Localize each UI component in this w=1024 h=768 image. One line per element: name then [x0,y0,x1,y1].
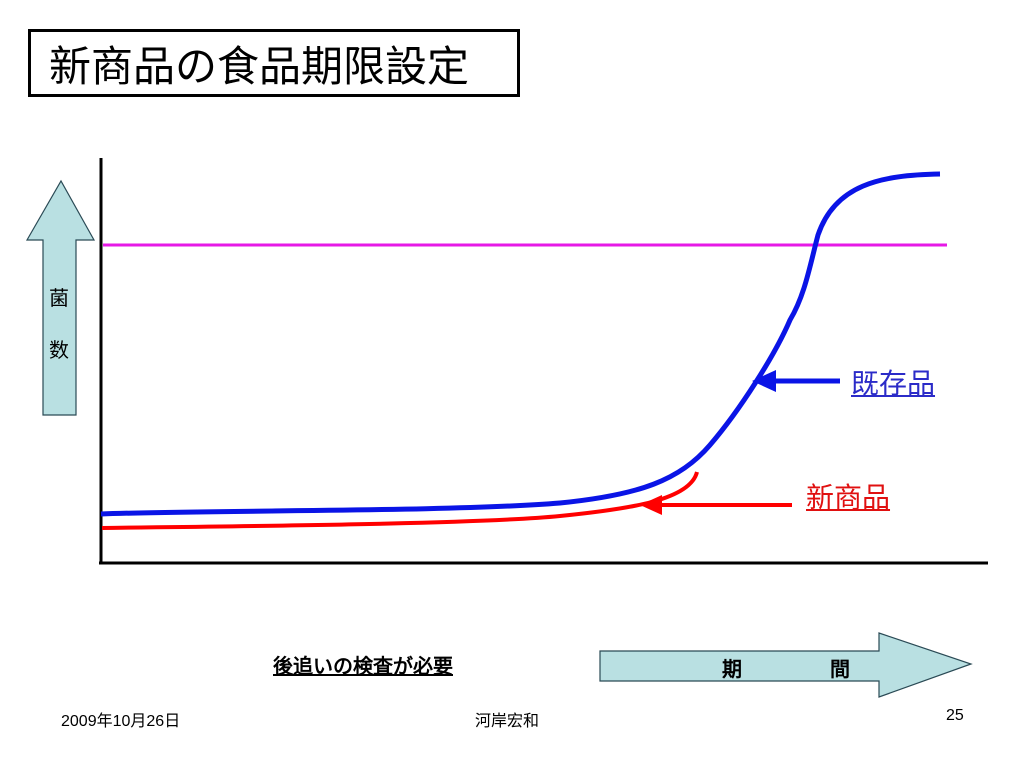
existing-pointer-arrow [752,370,840,392]
x-axis-label: 期 間 [722,657,884,681]
existing-product-label: 既存品 [851,367,936,400]
page-number: 25 [946,707,964,724]
slide-title: 新商品の食品期限設定 [28,29,520,97]
y-axis-label: 菌 数 [42,272,76,376]
footer-author: 河岸宏和 [475,713,540,730]
y-axis-arrow [25,179,96,416]
y-axis-label-char: 数 [49,338,69,362]
y-axis-label-char: 菌 [49,286,69,310]
x-axis-arrow [599,632,973,698]
new-product-curve [101,471,699,530]
new-product-label: 新商品 [806,481,891,514]
existing-product-curve [100,171,941,517]
footer-date: 2009年10月26日 [61,713,181,730]
new-pointer-arrow [640,495,792,515]
followup-note: 後追いの検査が必要 [273,654,453,678]
